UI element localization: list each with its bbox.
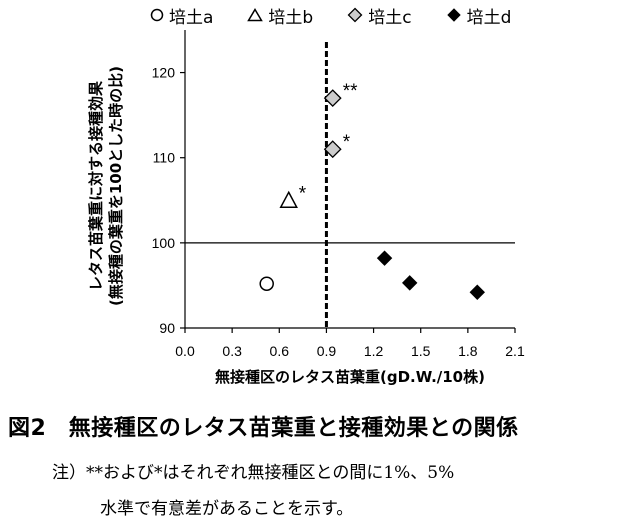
legend-label-a: 培土a	[169, 7, 214, 28]
legend-item-c: 培土c	[347, 3, 412, 28]
y-tick-label: 110	[153, 150, 176, 166]
data-point-filled-diamond	[402, 275, 418, 291]
data-point-filled-diamond	[469, 284, 485, 300]
data-point-diamond	[323, 140, 342, 159]
data-point-circle	[259, 276, 274, 291]
x-tick-label: 0.9	[317, 343, 337, 359]
x-tick-label: 2.1	[505, 343, 525, 359]
x-axis-label: 無接種区のレタス苗葉重(gD.W./10株)	[215, 368, 485, 386]
x-tick-label: 0.0	[175, 343, 195, 359]
x-tick-label: 1.8	[458, 343, 478, 359]
filled-diamond-marker-icon	[446, 8, 461, 22]
circle-marker-icon	[150, 8, 164, 22]
data-point-filled-diamond	[376, 250, 393, 266]
y-tick-label: 90	[159, 320, 175, 336]
diamond-marker-icon	[347, 7, 363, 23]
legend-label-b: 培土b	[268, 7, 314, 28]
legend-item-d: 培土d	[446, 3, 512, 28]
y-tick-label: 100	[152, 235, 176, 251]
data-point-diamond	[323, 89, 342, 108]
legend-item-b: 培土b	[247, 3, 313, 28]
footnote-line1: 注）**および*はそれぞれ無接種区との間に1%、5%	[52, 463, 455, 483]
y-tick-label: 120	[152, 65, 176, 81]
legend-item-a: 培土a	[150, 3, 213, 28]
x-tick-label: 1.2	[364, 343, 384, 359]
legend-label-d: 培土d	[466, 7, 512, 28]
y-axis-label-line2: (無接種の葉重を100とした時の比)	[107, 65, 125, 307]
legend-label-c: 培土c	[368, 7, 412, 28]
x-tick-label: 1.5	[411, 343, 431, 359]
x-tick-label: 0.6	[270, 343, 290, 359]
triangle-marker-icon	[247, 8, 264, 22]
figure-caption: 図2 無接種区のレタス苗葉重と接種効果との関係	[8, 416, 519, 441]
chart-legend: 培土a 培土b 培土c 培土d	[150, 3, 545, 28]
y-axis-label-line1: レタス苗葉重に対する接種効果	[87, 81, 105, 292]
data-point-triangle	[279, 190, 298, 209]
footnote-line2: 水準で有意差があることを示す。	[100, 499, 354, 519]
x-tick-label: 0.3	[222, 343, 242, 359]
significance-marker: *	[299, 183, 307, 204]
significance-marker: **	[343, 81, 358, 102]
significance-marker: *	[343, 132, 351, 153]
